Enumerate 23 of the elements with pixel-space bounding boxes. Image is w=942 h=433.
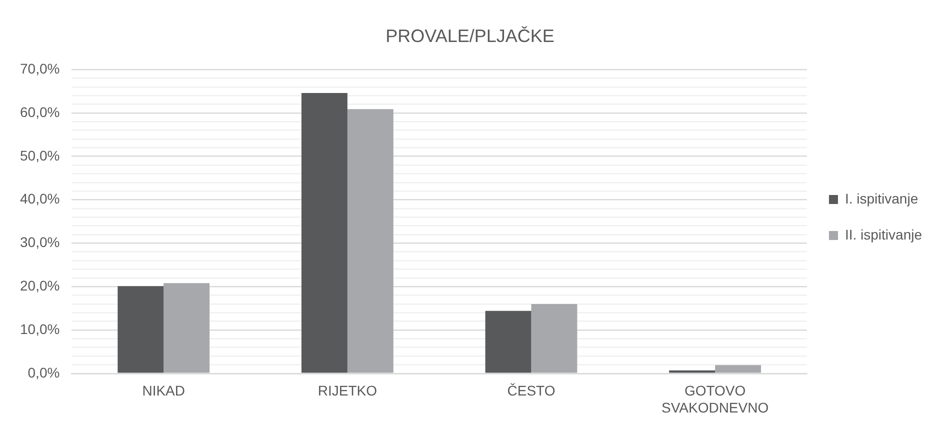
- bar: [715, 365, 762, 373]
- y-tick-label: 70,0%: [20, 60, 60, 76]
- x-tick-label: RIJETKO: [318, 382, 378, 399]
- y-tick-label: 10,0%: [20, 320, 60, 337]
- y-tick-label: 50,0%: [20, 147, 60, 164]
- y-tick-label: 20,0%: [20, 277, 60, 294]
- bar: [164, 283, 210, 373]
- legend-label: I. ispitivanje: [844, 190, 918, 206]
- bar: [347, 109, 394, 373]
- bar: [531, 304, 578, 373]
- y-tick-label: 60,0%: [20, 104, 60, 120]
- bar: [301, 93, 348, 373]
- bar: [669, 370, 716, 373]
- y-tick-label: 0,0%: [28, 364, 60, 380]
- y-tick-label: 40,0%: [20, 190, 60, 207]
- x-tick-label: NIKAD: [142, 382, 186, 399]
- x-tick-label: GOTOVO SVAKODNEVNO: [662, 382, 769, 416]
- chart-title: PROVALE/PLJAČKE: [386, 26, 554, 46]
- bar: [485, 310, 532, 373]
- y-tick-label: 30,0%: [20, 234, 60, 250]
- legend-label: II. ispitivanje: [844, 226, 922, 242]
- x-tick-label: ČESTO: [507, 382, 556, 399]
- bar: [118, 286, 164, 373]
